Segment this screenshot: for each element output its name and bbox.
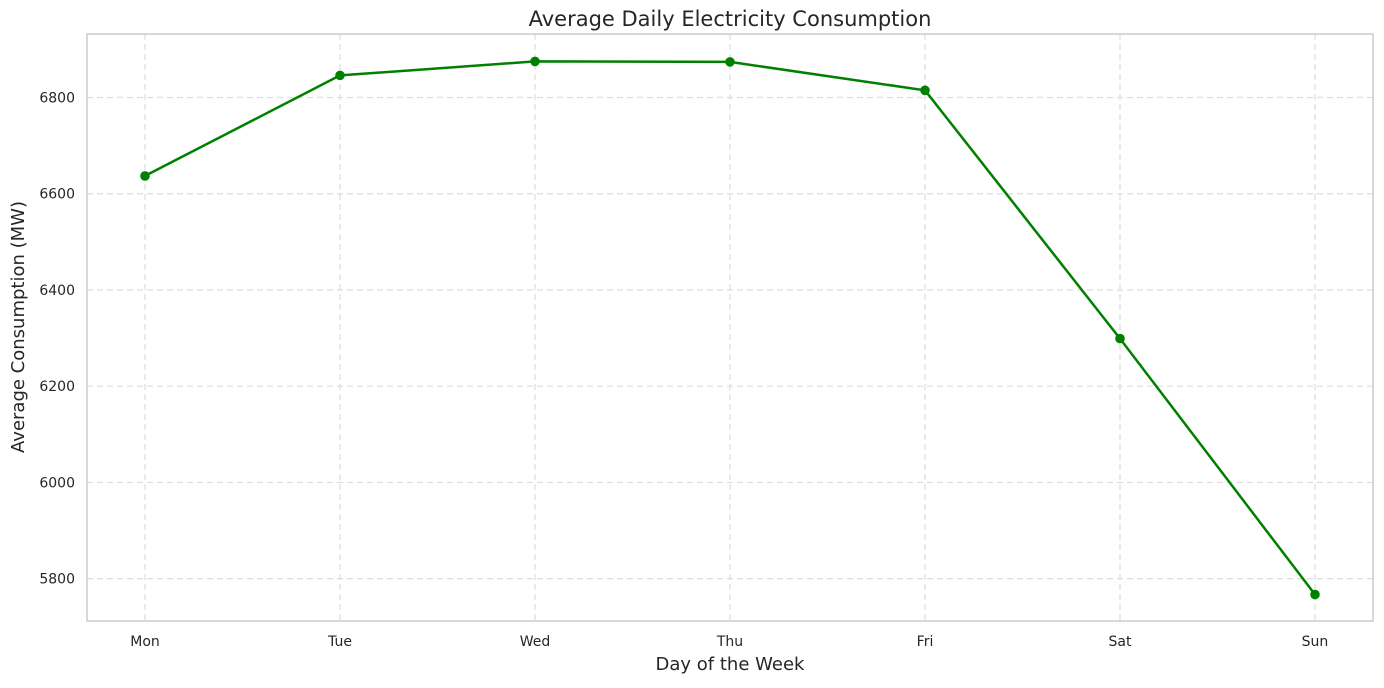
x-tick-label: Sat [1109,634,1132,650]
grid-layer [87,34,1373,621]
y-tick-label: 6800 [39,91,75,107]
x-tick-label: Tue [327,634,352,650]
plot-frame [86,33,1374,622]
y-tick-label: 6000 [39,475,75,491]
data-point [920,85,930,96]
data-point [1115,333,1125,344]
x-tick-labels: Mon Tue Wed Thu Fri Sat Sun [130,634,1328,650]
x-tick-label: Sun [1302,634,1329,650]
y-tick-label: 6400 [39,283,75,299]
y-tick-label: 6200 [39,379,75,395]
x-tick-label: Wed [520,634,551,650]
y-tick-label: 6600 [39,187,75,203]
y-tick-label: 5800 [39,572,75,588]
series-layer [140,56,1320,600]
chart-title: Average Daily Electricity Consumption [529,7,932,31]
y-axis-title: Average Consumption (MW) [8,201,29,453]
data-point [140,171,150,181]
y-tick-labels: 5800 6000 6200 6400 6600 6800 [39,91,75,588]
x-tick-label: Mon [130,634,160,650]
x-tick-label: Thu [716,634,743,650]
x-tick-label: Fri [917,634,934,650]
data-point [1310,589,1320,600]
data-point [530,56,540,67]
x-axis-title: Day of the Week [656,654,805,675]
data-point [335,70,345,81]
data-point [725,57,735,67]
